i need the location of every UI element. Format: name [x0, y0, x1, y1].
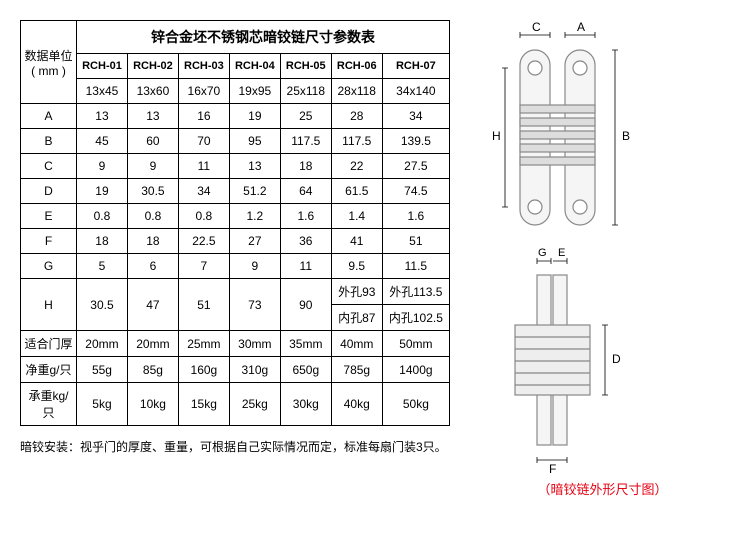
- svg-text:G: G: [538, 247, 547, 259]
- hinge-side-view: G E D F: [465, 245, 660, 475]
- unit-text2: ( mm ): [23, 64, 74, 78]
- svg-text:B: B: [622, 129, 630, 143]
- table-row: D1930.53451.26461.574.5: [21, 179, 450, 204]
- diagram-caption: （暗铰链外形尺寸图）: [465, 479, 740, 498]
- table-row: 净重g/只55g85g160g310g650g785g1400g: [21, 357, 450, 383]
- unit-text1: 数据单位: [23, 47, 74, 64]
- h-row: H 30.5 47 51 73 90 外孔93 外孔113.5: [21, 279, 450, 305]
- table-row: E0.80.80.81.21.61.41.6: [21, 204, 450, 229]
- hinge-top-view: C A B H: [465, 20, 660, 245]
- svg-text:F: F: [549, 462, 556, 475]
- unit-label: 数据单位 ( mm ): [21, 21, 77, 104]
- spec-table: 数据单位 ( mm ) 锌合金坯不锈钢芯暗铰链尺寸参数表 RCH-01 RCH-…: [20, 20, 450, 426]
- table-row: 适合门厚20mm20mm25mm30mm35mm40mm50mm: [21, 331, 450, 357]
- table-row: 承重kg/只5kg10kg15kg25kg30kg40kg50kg: [21, 383, 450, 426]
- svg-text:H: H: [492, 129, 501, 143]
- table-row: B45607095117.5117.5139.5: [21, 129, 450, 154]
- table-row: A13131619252834: [21, 104, 450, 129]
- table-row: G5679119.511.5: [21, 254, 450, 279]
- svg-text:E: E: [558, 247, 565, 259]
- svg-text:C: C: [532, 20, 541, 34]
- svg-text:A: A: [577, 20, 585, 34]
- table-title: 锌合金坯不锈钢芯暗铰链尺寸参数表: [77, 21, 450, 54]
- table-row: C991113182227.5: [21, 154, 450, 179]
- size-row: 13x45 13x60 16x70 19x95 25x118 28x118 34…: [21, 79, 450, 104]
- install-note: 暗铰安装：视乎门的厚度、重量，可根据自己实际情况而定，标准每扇门装3只。: [20, 438, 450, 456]
- model-row: RCH-01 RCH-02 RCH-03 RCH-04 RCH-05 RCH-0…: [21, 54, 450, 79]
- svg-text:D: D: [612, 352, 621, 366]
- table-row: F181822.527364151: [21, 229, 450, 254]
